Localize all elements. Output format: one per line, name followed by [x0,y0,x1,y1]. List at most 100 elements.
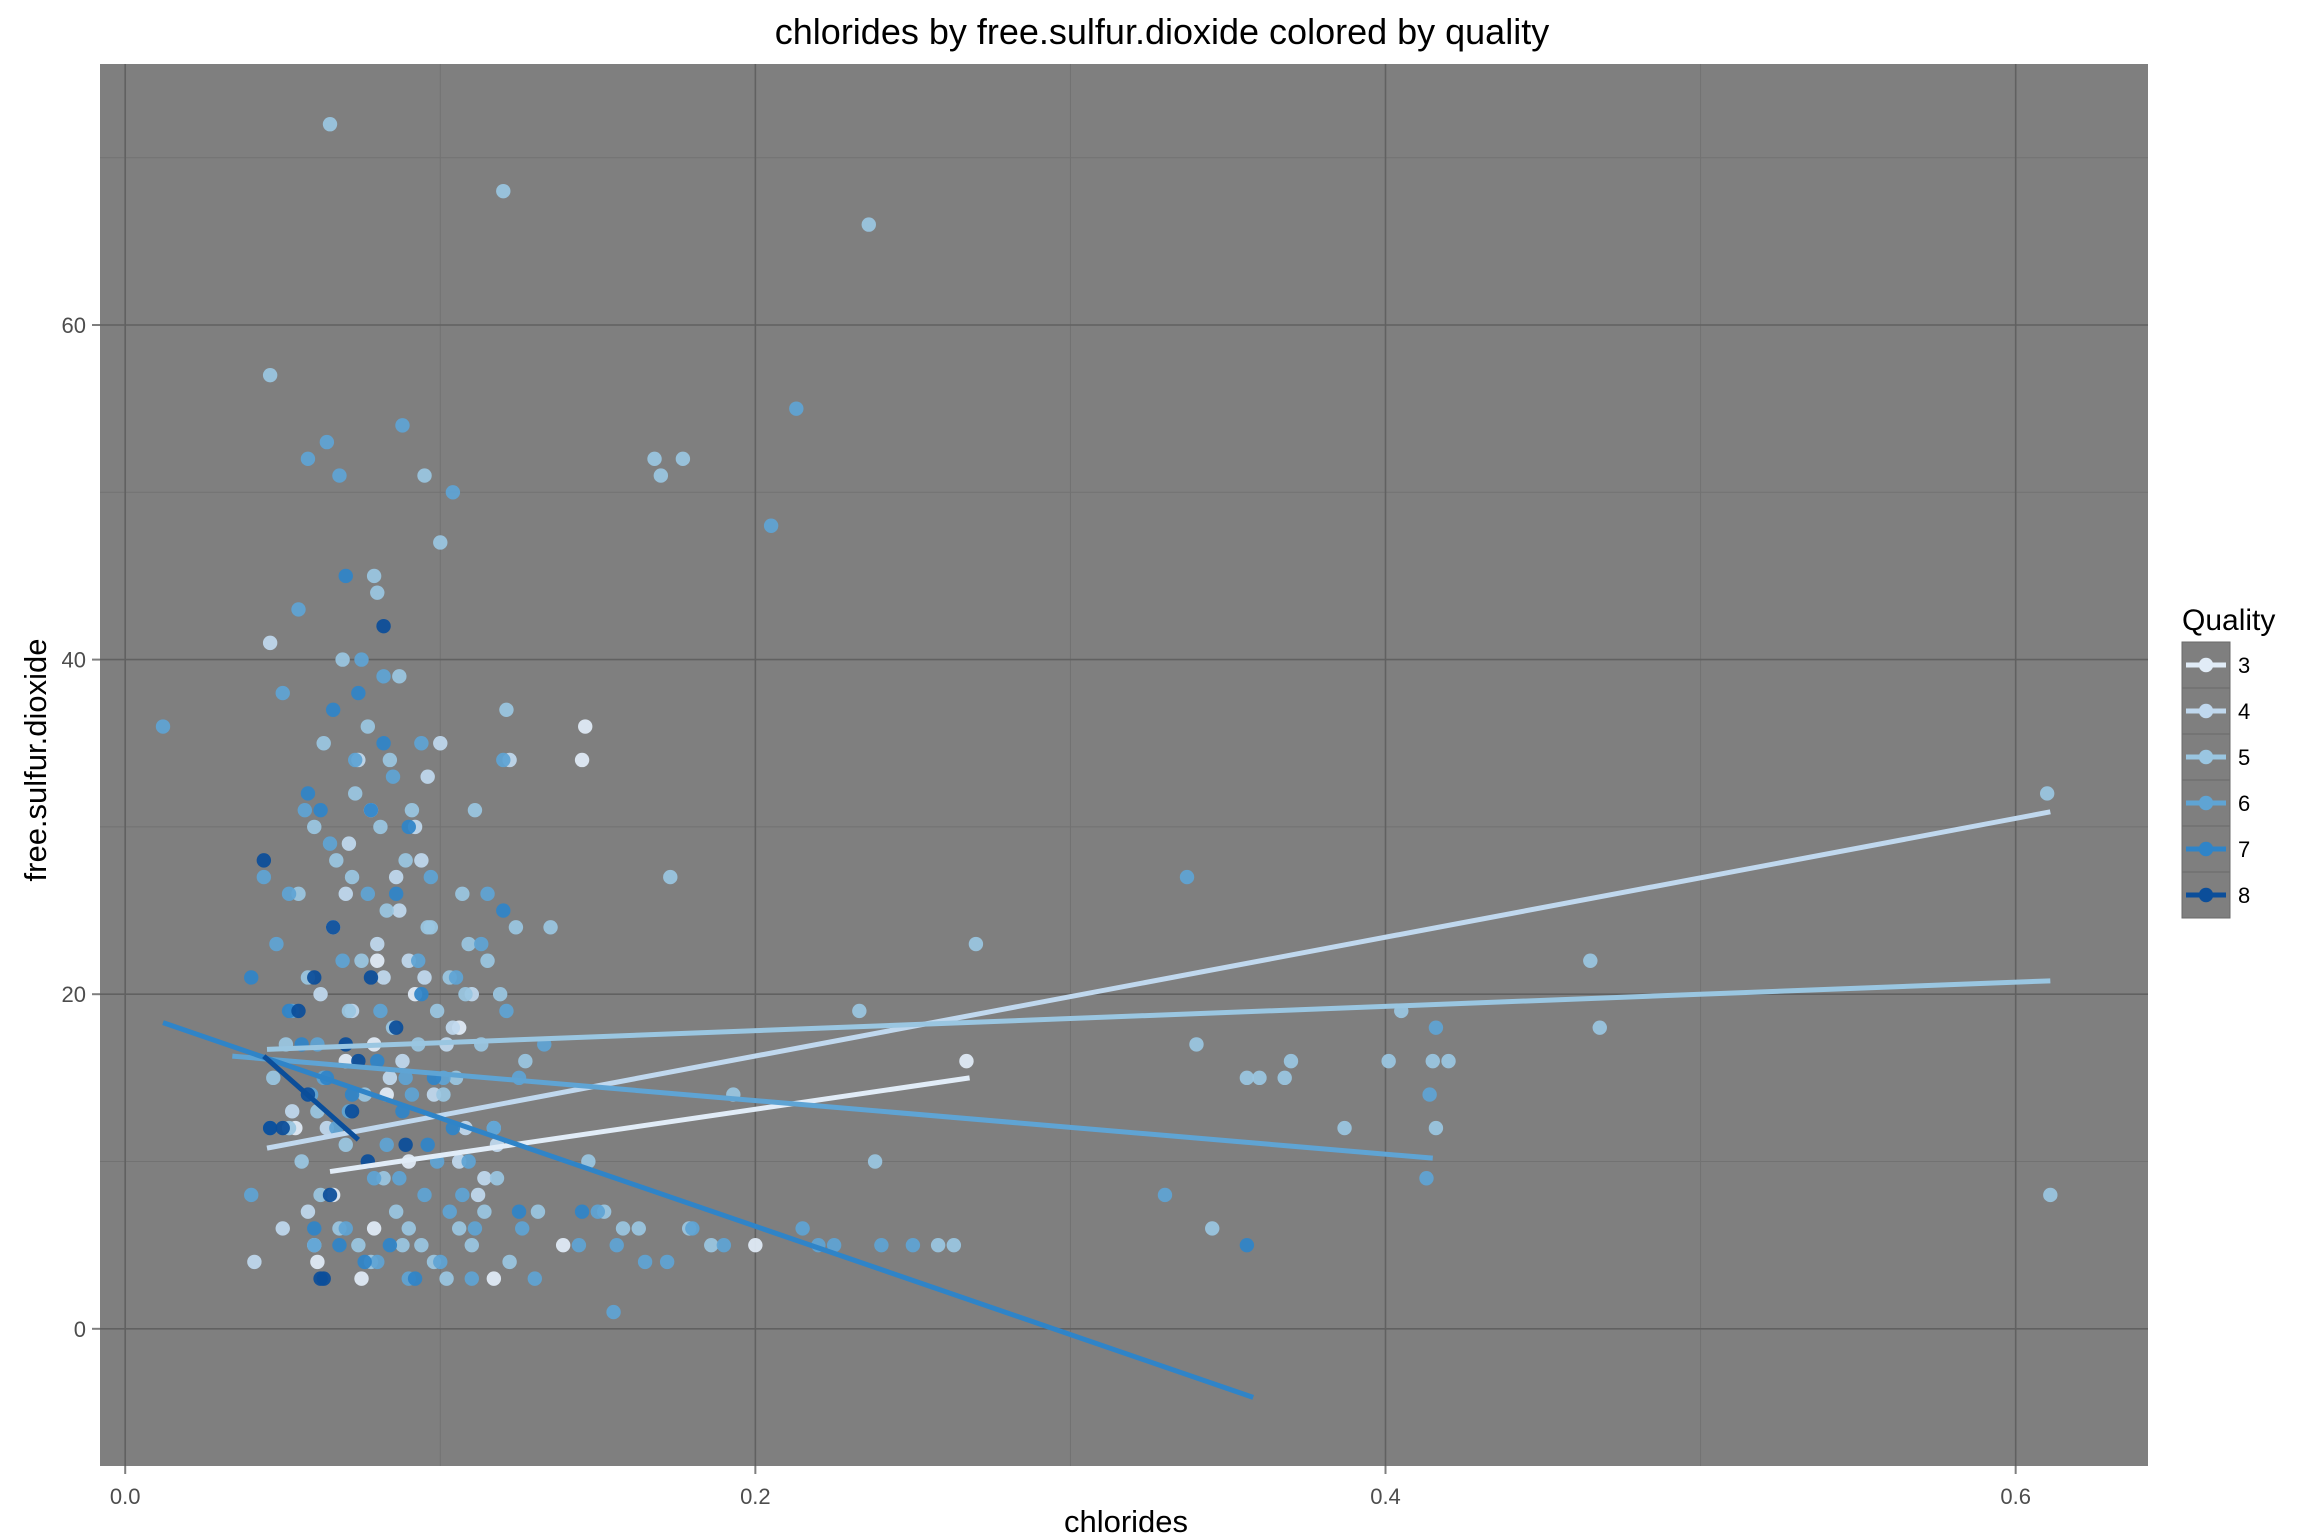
data-point [467,1221,483,1236]
data-point [474,936,489,952]
data-point [360,719,376,734]
data-point [329,853,344,868]
data-point [395,418,410,433]
data-point [451,1221,467,1236]
data-point [653,468,669,483]
data-point [376,618,391,634]
legend-key-point [2198,795,2214,811]
data-point [388,886,404,902]
data-point [244,1187,259,1203]
data-point [1419,1171,1434,1186]
data-point [341,836,357,851]
data-point [300,786,316,801]
data-point [789,401,804,416]
data-point [332,1237,347,1253]
data-point [370,585,385,600]
data-point [291,1003,306,1019]
data-point [313,987,328,1002]
data-point [631,1221,646,1236]
data-point [385,769,401,784]
legend-label: 7 [2238,837,2250,862]
legend-label: 3 [2238,653,2250,678]
data-point [852,1003,867,1019]
data-point [1441,1053,1456,1069]
data-point [322,1187,338,1203]
data-point [1428,1120,1444,1136]
data-point [467,802,483,818]
data-point [313,802,328,818]
x-axis-ticks: 0.0 0.2 0.4 0.6 [110,1466,2031,1509]
data-point [1428,1020,1444,1035]
data-point [325,920,341,935]
data-point [392,1171,407,1186]
data-point [930,1237,946,1253]
chart-title: chlorides by free.sulfur.dioxide colored… [775,11,1549,52]
data-point [439,1271,454,1286]
data-point [763,518,779,533]
data-point [294,1154,309,1169]
data-point [1283,1053,1299,1069]
data-point [344,869,360,885]
y-axis-ticks: 0 20 40 60 [62,313,100,1342]
data-point [423,869,439,885]
trend-line-quality-7 [162,1020,1254,1400]
data-point [338,568,353,584]
legend-key-point [2198,887,2214,903]
legend-label: 4 [2238,699,2250,724]
data-point [1239,1070,1255,1086]
data-point [379,903,394,918]
data-point [370,953,385,968]
data-point [508,920,524,935]
data-point [262,367,278,383]
y-tick-label: 60 [62,313,86,338]
data-point [344,1104,360,1119]
data-point [376,669,391,684]
data-point [244,970,259,985]
data-point [502,1254,517,1270]
trend-line-quality-8 [262,1054,361,1142]
data-point [307,819,322,835]
data-point [959,1053,974,1069]
data-point [414,853,429,868]
data-point [1157,1187,1173,1203]
data-point [275,685,290,701]
data-point [496,903,511,918]
data-point [322,117,338,132]
data-point [262,1120,278,1136]
data-point [401,819,416,835]
data-point [366,1221,382,1236]
data-point [332,468,347,483]
data-point [1179,869,1195,885]
trend-line-quality-6 [232,1053,1433,1161]
x-axis-title: chlorides [1064,1504,1188,1536]
data-point [574,1204,590,1219]
data-points [155,117,2058,1320]
data-point [335,652,350,667]
data-point [307,1237,322,1253]
data-point [637,1254,653,1270]
data-point [155,719,171,734]
legend-key-point [2198,657,2214,673]
legend: Quality 3 4 5 6 7 8 [2181,604,2275,919]
data-point [370,1254,385,1270]
legend-label: 8 [2238,883,2250,908]
data-point [1381,1053,1396,1069]
data-point [480,953,495,968]
data-point [1189,1037,1204,1052]
trend-line-quality-4 [266,809,2051,1151]
data-point [647,451,662,467]
data-point [395,1237,410,1253]
data-point [1205,1221,1220,1236]
data-point [335,953,350,968]
data-point [496,752,511,768]
data-point [905,1237,921,1253]
data-point [417,970,432,985]
data-point [1252,1070,1267,1086]
data-point [543,920,558,935]
data-point [716,1237,732,1253]
data-point [455,1187,470,1203]
data-point [366,568,382,584]
legend-label: 6 [2238,791,2250,816]
data-point [704,1237,719,1253]
legend-key-point [2198,749,2214,765]
